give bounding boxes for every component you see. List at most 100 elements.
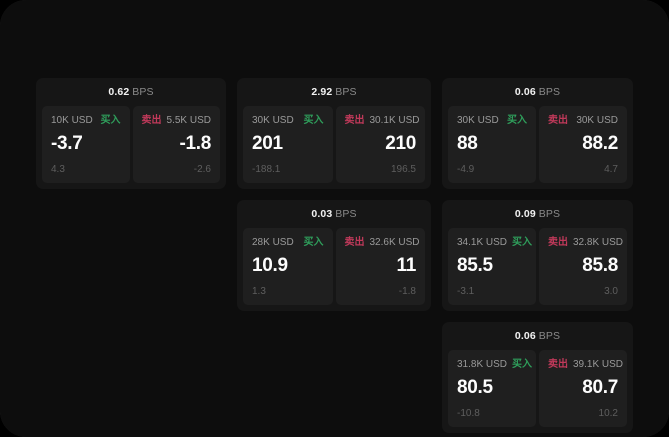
quote-column-2: 2.92 BPS 30K USD 买入 201 -188.1 卖出 30.1K USD 210 1… bbox=[237, 78, 431, 311]
card-bps-header: 2.92 BPS bbox=[243, 85, 425, 106]
quote-side-buy[interactable]: 10K USD 买入 -3.7 4.3 bbox=[42, 106, 130, 183]
card-bps-header: 0.06 BPS bbox=[448, 329, 627, 350]
action-label-sell[interactable]: 卖出 bbox=[344, 237, 365, 248]
price-value-sell: 88.2 bbox=[582, 133, 618, 154]
delta-value-buy: -4.9 bbox=[457, 164, 475, 175]
quote-side-header-sell: 卖出 39.1K USD bbox=[548, 358, 623, 371]
quote-card[interactable]: 2.92 BPS 30K USD 买入 201 -188.1 卖出 30.1K USD 210 1… bbox=[237, 78, 431, 189]
quote-side-sell[interactable]: 卖出 39.1K USD 80.7 10.2 bbox=[539, 350, 627, 427]
size-label-sell: 32.8K USD bbox=[573, 237, 624, 248]
delta-value-buy: -3.1 bbox=[457, 286, 475, 297]
quote-columns: 0.62 BPS 10K USD 买入 -3.7 4.3 卖出 5.5K USD -1.8 -2.… bbox=[36, 78, 634, 433]
quote-side-sell[interactable]: 卖出 30K USD 88.2 4.7 bbox=[539, 106, 627, 183]
price-value-sell: 80.7 bbox=[582, 377, 618, 398]
quote-sides: 34.1K USD 买入 85.5 -3.1 卖出 32.8K USD 85.8 3.0 bbox=[448, 228, 627, 305]
delta-value-sell: 3.0 bbox=[604, 286, 618, 297]
size-label-buy: 30K USD bbox=[252, 115, 294, 126]
delta-value-sell: 4.7 bbox=[604, 164, 618, 175]
delta-value-sell: 196.5 bbox=[390, 164, 416, 175]
card-bps-header: 0.62 BPS bbox=[42, 85, 220, 106]
action-label-buy[interactable]: 买入 bbox=[303, 237, 324, 248]
delta-value-buy: 4.3 bbox=[51, 164, 65, 175]
quote-side-header-sell: 卖出 5.5K USD bbox=[142, 114, 212, 127]
action-label-sell[interactable]: 卖出 bbox=[548, 359, 568, 370]
quote-side-header-buy: 30K USD 买入 bbox=[457, 114, 527, 127]
quote-sides: 31.8K USD 买入 80.5 -10.8 卖出 39.1K USD 80.7 10.2 bbox=[448, 350, 627, 427]
quote-column-3: 0.06 BPS 30K USD 买入 88 -4.9 卖出 30K USD 88.2 4.7 0.… bbox=[442, 78, 633, 433]
delta-value-buy: 1.3 bbox=[252, 286, 266, 297]
size-label-sell: 30.1K USD bbox=[369, 115, 420, 126]
size-label-buy: 34.1K USD bbox=[457, 237, 508, 248]
size-label-sell: 39.1K USD bbox=[573, 359, 624, 370]
action-label-buy[interactable]: 买入 bbox=[512, 237, 533, 248]
delta-value-sell: -1.8 bbox=[398, 286, 416, 297]
quote-card[interactable]: 0.06 BPS 31.8K USD 买入 80.5 -10.8 卖出 39.1K USD 80… bbox=[442, 322, 633, 433]
size-label-buy: 28K USD bbox=[252, 237, 294, 248]
quote-side-buy[interactable]: 31.8K USD 买入 80.5 -10.8 bbox=[448, 350, 536, 427]
quote-side-header-buy: 30K USD 买入 bbox=[252, 114, 324, 127]
action-label-buy[interactable]: 买入 bbox=[100, 115, 121, 126]
quote-card[interactable]: 0.03 BPS 28K USD 买入 10.9 1.3 卖出 32.6K USD 11 -1.8 bbox=[237, 200, 431, 311]
quote-card[interactable]: 0.09 BPS 34.1K USD 买入 85.5 -3.1 卖出 32.8K USD 85.… bbox=[442, 200, 633, 311]
quote-side-header-buy: 31.8K USD 买入 bbox=[457, 358, 532, 371]
quote-side-buy[interactable]: 28K USD 买入 10.9 1.3 bbox=[243, 228, 333, 305]
bps-unit-label: BPS bbox=[538, 330, 561, 342]
action-label-sell[interactable]: 卖出 bbox=[548, 237, 568, 248]
quote-sides: 30K USD 买入 201 -188.1 卖出 30.1K USD 210 196.5 bbox=[243, 106, 425, 183]
price-value-sell: 210 bbox=[385, 133, 416, 154]
price-value-sell: 85.8 bbox=[582, 255, 618, 276]
quote-sides: 28K USD 买入 10.9 1.3 卖出 32.6K USD 11 -1.8 bbox=[243, 228, 425, 305]
size-label-buy: 30K USD bbox=[457, 115, 499, 126]
quote-side-buy[interactable]: 30K USD 买入 201 -188.1 bbox=[243, 106, 333, 183]
quote-side-buy[interactable]: 34.1K USD 买入 85.5 -3.1 bbox=[448, 228, 536, 305]
action-label-sell[interactable]: 卖出 bbox=[548, 115, 568, 126]
quote-side-header-sell: 卖出 30.1K USD bbox=[344, 114, 420, 127]
action-label-sell[interactable]: 卖出 bbox=[344, 115, 365, 126]
size-label-buy: 10K USD bbox=[51, 115, 93, 126]
action-label-buy[interactable]: 买入 bbox=[507, 115, 527, 126]
bps-unit-label: BPS bbox=[132, 86, 154, 98]
quote-side-header-buy: 34.1K USD 买入 bbox=[457, 236, 532, 249]
quote-side-header-sell: 卖出 30K USD bbox=[548, 114, 618, 127]
bps-unit-label: BPS bbox=[538, 208, 561, 220]
quote-side-sell[interactable]: 卖出 5.5K USD -1.8 -2.6 bbox=[132, 106, 220, 183]
action-label-buy[interactable]: 买入 bbox=[512, 359, 533, 370]
quote-side-sell[interactable]: 卖出 32.8K USD 85.8 3.0 bbox=[539, 228, 627, 305]
bps-value: 0.03 bbox=[311, 208, 333, 220]
card-bps-header: 0.09 BPS bbox=[448, 207, 627, 228]
quote-card[interactable]: 0.06 BPS 30K USD 买入 88 -4.9 卖出 30K USD 88.2 4.7 bbox=[442, 78, 633, 189]
quote-side-header-sell: 卖出 32.6K USD bbox=[344, 236, 420, 249]
card-bps-header: 0.03 BPS bbox=[243, 207, 425, 228]
bps-unit-label: BPS bbox=[335, 86, 357, 98]
quote-sides: 10K USD 买入 -3.7 4.3 卖出 5.5K USD -1.8 -2.6 bbox=[42, 106, 220, 183]
bps-value: 2.92 bbox=[311, 86, 333, 98]
size-label-sell: 30K USD bbox=[576, 115, 618, 126]
price-value-buy: 88 bbox=[457, 133, 478, 154]
delta-value-sell: 10.2 bbox=[598, 408, 618, 419]
bps-value: 0.06 bbox=[514, 86, 536, 98]
quote-card[interactable]: 0.62 BPS 10K USD 买入 -3.7 4.3 卖出 5.5K USD -1.8 -2.… bbox=[36, 78, 226, 189]
quote-side-sell[interactable]: 卖出 30.1K USD 210 196.5 bbox=[335, 106, 425, 183]
delta-value-buy: -188.1 bbox=[252, 164, 281, 175]
quote-side-sell[interactable]: 卖出 32.6K USD 11 -1.8 bbox=[335, 228, 425, 305]
card-bps-header: 0.06 BPS bbox=[448, 85, 627, 106]
price-value-buy: 85.5 bbox=[457, 255, 493, 276]
bps-value: 0.09 bbox=[514, 208, 536, 220]
quote-side-buy[interactable]: 30K USD 买入 88 -4.9 bbox=[448, 106, 536, 183]
size-label-sell: 32.6K USD bbox=[369, 237, 420, 248]
price-value-buy: -3.7 bbox=[51, 133, 83, 154]
size-label-buy: 31.8K USD bbox=[457, 359, 508, 370]
price-value-buy: 10.9 bbox=[252, 255, 288, 276]
bps-unit-label: BPS bbox=[538, 86, 561, 98]
price-value-buy: 80.5 bbox=[457, 377, 493, 398]
delta-value-sell: -2.6 bbox=[193, 164, 211, 175]
bps-value: 0.62 bbox=[108, 86, 130, 98]
action-label-sell[interactable]: 卖出 bbox=[141, 115, 162, 126]
quote-side-header-buy: 28K USD 买入 bbox=[252, 236, 324, 249]
price-value-buy: 201 bbox=[252, 133, 283, 154]
action-label-buy[interactable]: 买入 bbox=[303, 115, 324, 126]
bps-unit-label: BPS bbox=[335, 208, 357, 220]
bps-value: 0.06 bbox=[514, 330, 536, 342]
